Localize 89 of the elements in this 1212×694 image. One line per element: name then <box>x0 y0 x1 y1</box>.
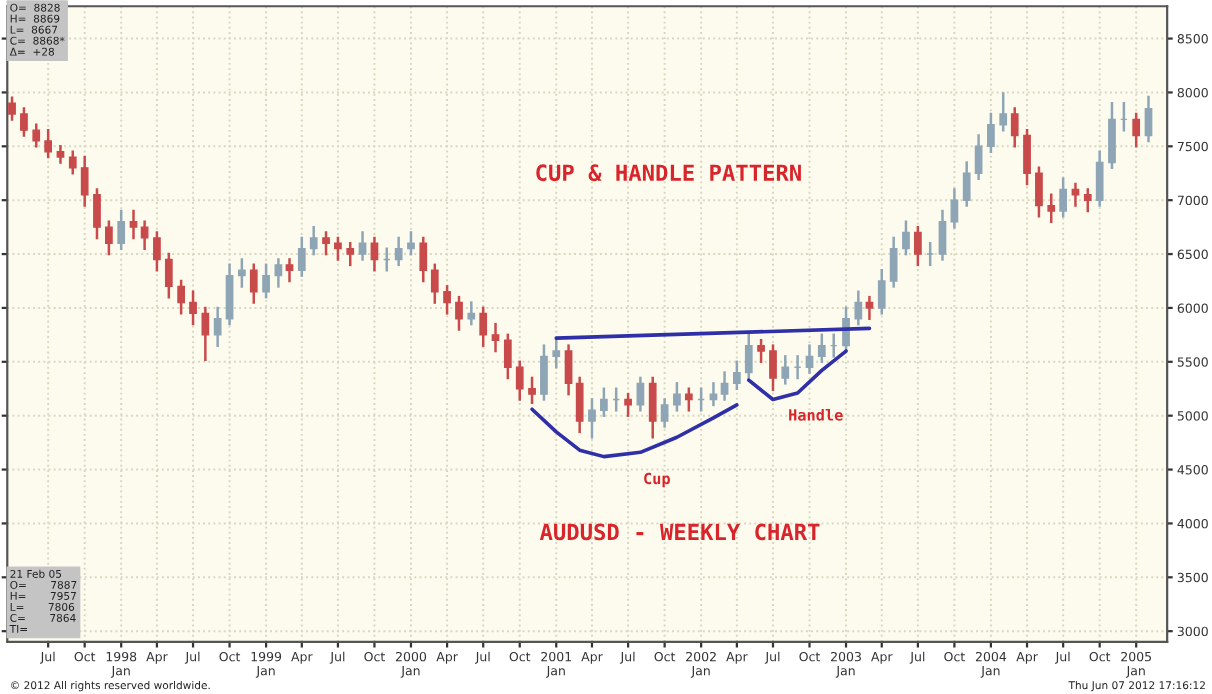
candlestick <box>528 376 536 404</box>
candlestick <box>600 387 608 417</box>
candlestick <box>1010 107 1019 148</box>
candlestick <box>430 263 439 304</box>
candlestick <box>1108 101 1116 170</box>
candlestick <box>720 371 729 401</box>
candlestick <box>140 220 149 250</box>
candlestick <box>32 123 41 148</box>
candlestick <box>262 263 270 299</box>
candlestick <box>575 376 584 434</box>
candlestick <box>854 290 863 326</box>
candlestick <box>817 333 826 364</box>
candlestick <box>467 301 476 326</box>
candlestick <box>164 252 173 299</box>
candlestick <box>974 134 983 180</box>
candlestick <box>1035 166 1043 218</box>
candlestick <box>213 306 222 347</box>
candlestick <box>274 258 283 288</box>
candlestick <box>744 333 753 380</box>
candlestick <box>358 231 367 261</box>
candlestick <box>540 344 548 401</box>
candlestick <box>938 209 947 261</box>
candlestick <box>44 128 53 159</box>
candlestick <box>237 258 246 288</box>
candlestick <box>636 376 645 412</box>
candlestick <box>648 376 657 439</box>
candlestick <box>962 161 971 207</box>
candlestick <box>1095 150 1104 207</box>
candlestick <box>902 220 910 256</box>
candlestick <box>660 398 669 428</box>
candlestick <box>117 209 126 250</box>
text: AUDUSD - WEEKLY CHART <box>539 523 820 541</box>
candlestick <box>732 360 741 390</box>
candlestick <box>285 258 294 283</box>
candlestick <box>769 344 777 392</box>
candlestick <box>987 112 995 153</box>
candlestick <box>757 339 765 364</box>
candlestick <box>950 188 959 229</box>
candlestick <box>80 155 89 207</box>
text: CUP & HANDLE PATTERN <box>536 164 801 182</box>
candlestick <box>249 263 258 304</box>
candlestick <box>865 295 874 320</box>
candlestick <box>805 344 814 374</box>
line-series <box>530 403 739 459</box>
candlestick <box>1047 193 1056 223</box>
candlestick <box>455 295 463 331</box>
candlestick <box>491 322 500 353</box>
candlestick <box>914 225 922 267</box>
candlestick <box>877 268 886 315</box>
candlestick <box>1132 112 1141 148</box>
candlestick <box>479 306 488 347</box>
candlestick <box>309 225 318 256</box>
candlestick <box>1023 128 1031 186</box>
line-series <box>746 349 848 402</box>
candlestick <box>515 360 524 401</box>
candlestick <box>297 236 306 277</box>
candlestick <box>684 387 693 412</box>
candlestick <box>624 392 632 417</box>
candlestick <box>503 333 512 380</box>
candlestick <box>129 209 138 240</box>
candlestick <box>346 242 355 267</box>
candlestick <box>322 231 330 256</box>
candlestick <box>1144 95 1153 143</box>
candlestick <box>225 263 234 326</box>
candlestick <box>68 150 77 175</box>
candlestick <box>564 344 573 396</box>
candlestick <box>552 339 561 369</box>
candlestick <box>93 188 101 240</box>
candlestick <box>1083 188 1092 213</box>
candlestick <box>781 355 790 385</box>
candlestick <box>588 398 596 439</box>
candlestick <box>201 306 210 361</box>
candlestick <box>394 236 403 267</box>
candlestick <box>999 92 1008 132</box>
candlestick <box>673 382 681 412</box>
candlestick <box>189 290 197 326</box>
candlestick <box>709 382 718 407</box>
candlestick <box>334 236 342 261</box>
candlestick <box>153 231 161 272</box>
candlestick <box>407 231 415 256</box>
candlestick <box>20 107 28 137</box>
candlestick <box>105 220 113 256</box>
candlestick <box>1059 177 1068 218</box>
candlestick <box>8 96 16 121</box>
candlestick <box>56 145 65 164</box>
candlestick <box>177 279 186 315</box>
candlestick <box>419 236 428 283</box>
candlestick <box>443 285 451 315</box>
candlestick <box>889 236 898 288</box>
